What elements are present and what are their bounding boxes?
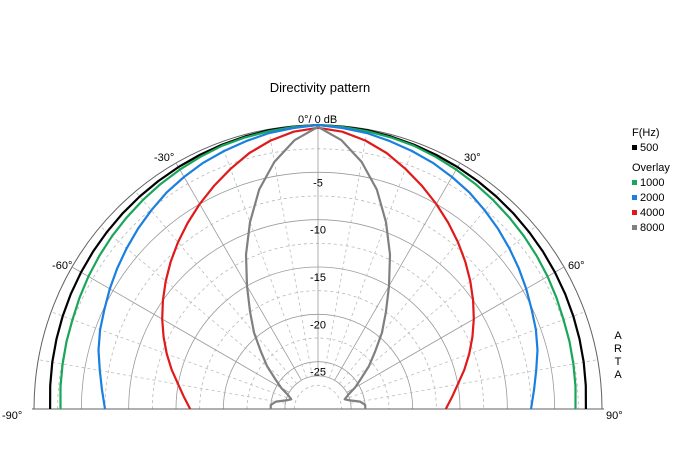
- legend-swatch-2000: [632, 195, 637, 200]
- series-line-2000: [97, 123, 539, 410]
- watermark-letter: A: [614, 369, 622, 381]
- legend-overlay-header: Overlay: [632, 162, 670, 174]
- grid-spoke-minor: [268, 129, 313, 377]
- grid-spoke-major: [334, 162, 461, 381]
- legend-swatch-1000: [632, 180, 637, 185]
- angle-tick-label: 90°: [606, 410, 623, 422]
- legend-swatch-500: [632, 145, 637, 150]
- grid-spoke-minor: [328, 141, 416, 379]
- series-layer: [49, 123, 587, 410]
- angle-tick-label: -30°: [154, 152, 174, 164]
- radial-tick-label: -10: [310, 225, 326, 237]
- grid-spoke-minor: [343, 226, 536, 389]
- watermark-letter: A: [614, 330, 622, 342]
- radial-tick-label: -5: [313, 177, 323, 189]
- series-line-8000: [244, 125, 392, 410]
- radial-tick-label: -25: [310, 367, 326, 379]
- grid-spoke-major: [71, 266, 290, 393]
- legend-label-8000: 8000: [640, 222, 665, 234]
- radial-tick-label: -15: [310, 272, 326, 284]
- legend-label-1000: 1000: [640, 177, 665, 189]
- legend-item-1000: 1000: [632, 176, 670, 191]
- grid-spoke-minor: [338, 191, 501, 384]
- chart-title: Directivity pattern: [269, 80, 371, 95]
- angle-tick-label: 60°: [568, 260, 585, 272]
- grid-spoke-minor: [135, 191, 298, 384]
- grid-spoke-major: [175, 162, 302, 381]
- grid-spoke-minor: [220, 141, 308, 379]
- angle-tick-label: -60°: [52, 260, 72, 272]
- grid-spoke-minor: [350, 359, 598, 404]
- tick-labels: -90° -60° -30° 0°/ 0 dB 30° 60° 90° -5 -10 -15 -20…: [2, 114, 623, 422]
- angle-tick-label: -90°: [2, 410, 22, 422]
- legend-header: F(Hz): [632, 127, 660, 139]
- legend-item-500: 500: [632, 141, 670, 156]
- arta-watermark: A R T A: [613, 330, 623, 382]
- grid-ring-minor: [246, 337, 390, 410]
- watermark-letter: T: [614, 356, 622, 368]
- grid-spoke-major: [346, 266, 565, 393]
- radial-tick-label: -20: [310, 319, 326, 331]
- grid-spoke-minor: [38, 359, 286, 404]
- angle-tick-label: 0°/ 0 dB: [298, 114, 337, 126]
- grid-ring-minor: [104, 195, 532, 410]
- grid-spoke-minor: [100, 226, 293, 389]
- grid-ring-minor: [199, 290, 437, 410]
- grid-ring-minor: [293, 385, 343, 410]
- legend-label-500: 500: [640, 142, 659, 154]
- legend-item-2000: 2000: [632, 191, 670, 206]
- legend-item-4000: 4000: [632, 206, 670, 221]
- legend-label-2000: 2000: [640, 192, 665, 204]
- legend-swatch-4000: [632, 210, 637, 215]
- angle-tick-label: 30°: [464, 152, 481, 164]
- legend: F(Hz) 500 Overlay 1000 2000 4000 8000: [632, 126, 670, 236]
- legend-item-8000: 8000: [632, 221, 670, 236]
- polar-grid: [32, 124, 604, 410]
- watermark-letter: R: [614, 343, 622, 355]
- grid-spoke-minor: [323, 129, 368, 377]
- legend-swatch-8000: [632, 225, 637, 230]
- legend-label-4000: 4000: [640, 207, 665, 219]
